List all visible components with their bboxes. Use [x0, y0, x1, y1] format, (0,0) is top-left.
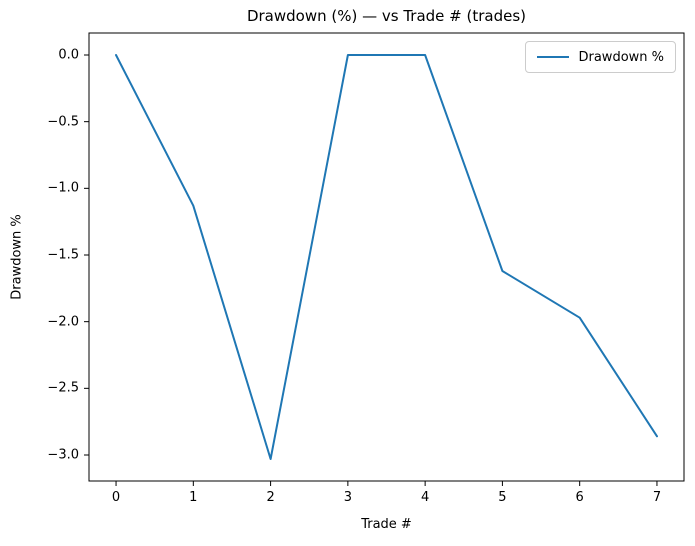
y-tick-label: −0.5 — [47, 114, 79, 130]
x-tick-label: 3 — [343, 490, 352, 505]
x-tick-label: 5 — [498, 490, 507, 505]
y-tick-label: −3.0 — [47, 447, 79, 463]
x-tick-label: 2 — [266, 490, 275, 505]
y-tick-label: −1.5 — [47, 247, 79, 263]
legend: Drawdown % — [525, 41, 676, 73]
legend-label: Drawdown % — [578, 49, 664, 65]
x-tick-label: 6 — [575, 490, 584, 505]
legend-line-sample — [537, 56, 570, 58]
x-tick-label: 4 — [420, 490, 430, 505]
data-line — [115, 54, 658, 460]
y-tick-label: 0.0 — [58, 47, 79, 63]
x-tick-label: 7 — [652, 490, 662, 505]
y-tick-label: −2.5 — [47, 380, 79, 396]
plot-border — [88, 32, 685, 482]
y-tick-label: −1.0 — [47, 180, 79, 196]
chart-title: Drawdown (%) — vs Trade # (trades) — [246, 7, 527, 25]
x-tick-label: 0 — [111, 490, 121, 505]
x-axis-label: Trade # — [361, 517, 412, 532]
y-tick-label: −2.0 — [47, 314, 79, 330]
x-tick-label: 1 — [189, 490, 198, 505]
